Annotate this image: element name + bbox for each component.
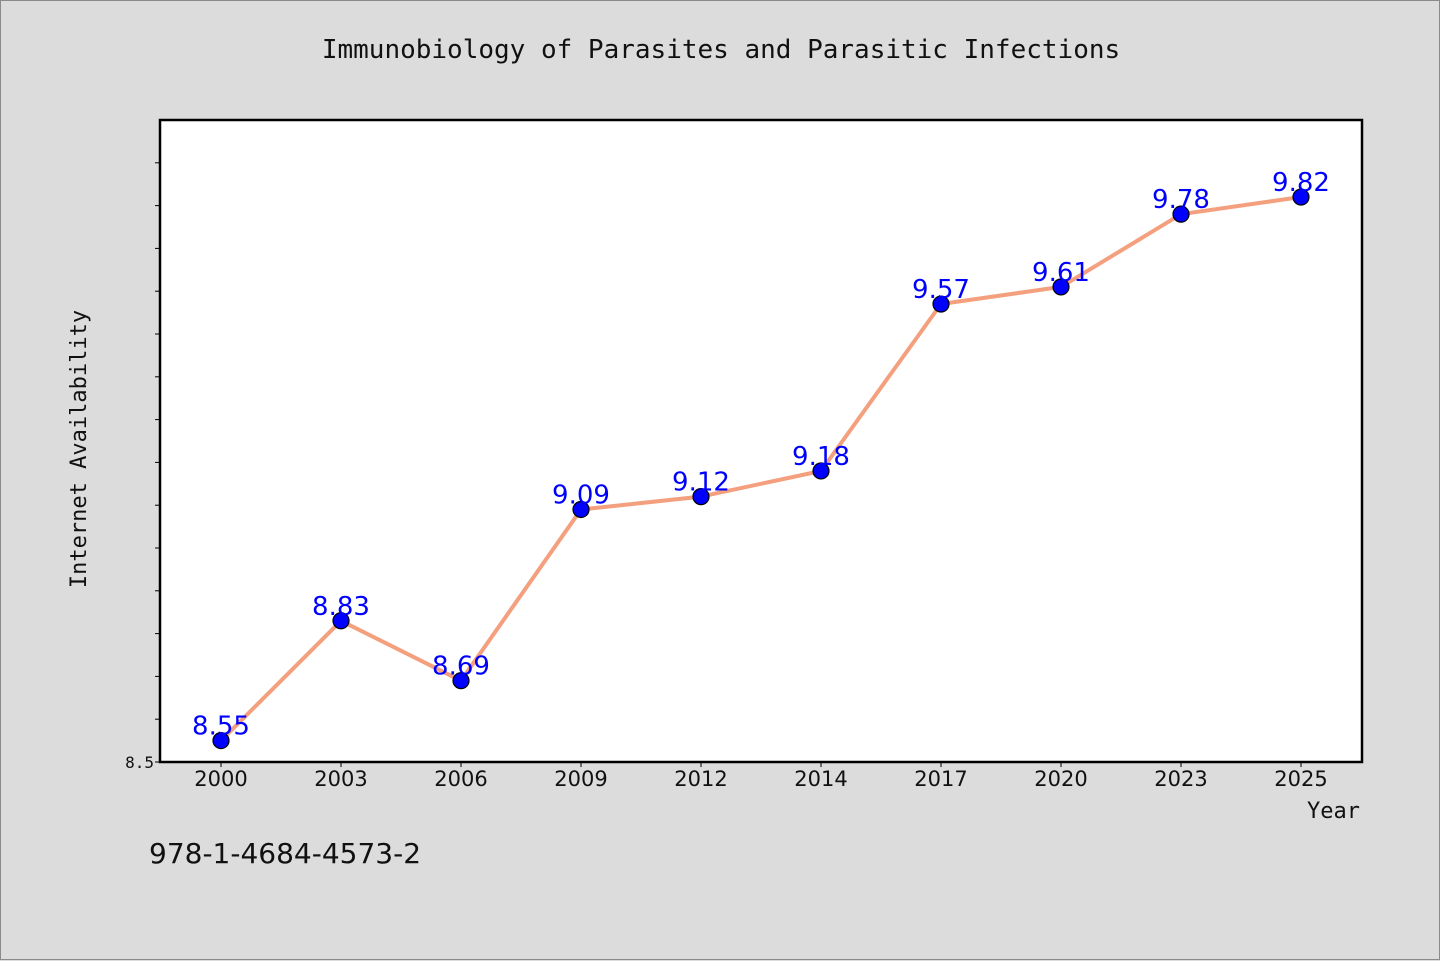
data-label: 9.12 — [672, 468, 730, 498]
series-line — [219, 195, 1302, 743]
x-tick-label: 2000 — [194, 767, 247, 791]
x-tick-label: 2014 — [794, 767, 847, 791]
data-point — [452, 672, 470, 690]
data-point — [932, 295, 950, 313]
data-label: 9.78 — [1152, 185, 1210, 215]
data-point — [812, 462, 830, 480]
isbn-text: 978-1-4684-4573-2 — [149, 837, 422, 870]
x-tick-label: 2020 — [1034, 767, 1087, 791]
data-label: 9.57 — [912, 275, 970, 305]
data-label: 8.69 — [432, 652, 490, 682]
x-tick-label: 2009 — [554, 767, 607, 791]
data-label: 9.82 — [1272, 168, 1330, 198]
data-point — [212, 731, 230, 750]
data-label: 9.09 — [552, 480, 610, 510]
data-label: 8.55 — [192, 712, 250, 742]
data-point — [332, 612, 350, 630]
x-tick-label: 2017 — [914, 767, 967, 791]
x-tick-label: 2025 — [1274, 767, 1327, 791]
chart-title: Immunobiology of Parasites and Parasitic… — [321, 35, 1121, 65]
data-label: 9.18 — [792, 442, 850, 472]
data-point — [692, 488, 710, 506]
data-point — [572, 500, 590, 519]
x-tick-label: 2003 — [314, 767, 367, 791]
data-label: 9.61 — [1032, 258, 1090, 288]
series-markers — [212, 188, 1310, 750]
data-point — [1292, 188, 1310, 206]
x-tick-label: 2023 — [1154, 767, 1207, 791]
data-labels: 8.55 8.83 8.69 9.09 9.12 9.18 9.57 9.61 9.78 9.82 — [192, 168, 1330, 742]
y-axis-ticks: 8.5 — [125, 162, 160, 772]
y-tick-label: 8.5 — [125, 753, 154, 772]
x-axis-label: Year — [1307, 799, 1360, 824]
data-point — [1172, 205, 1190, 223]
data-point — [1052, 278, 1070, 296]
x-axis-ticks: 2000 2003 2006 2009 2012 2014 2017 2020 2023 2025 — [194, 762, 1328, 791]
y-axis-label: Internet Availability — [67, 310, 92, 588]
data-label: 8.83 — [312, 592, 370, 622]
x-tick-label: 2006 — [434, 767, 487, 791]
x-tick-label: 2012 — [674, 767, 727, 791]
